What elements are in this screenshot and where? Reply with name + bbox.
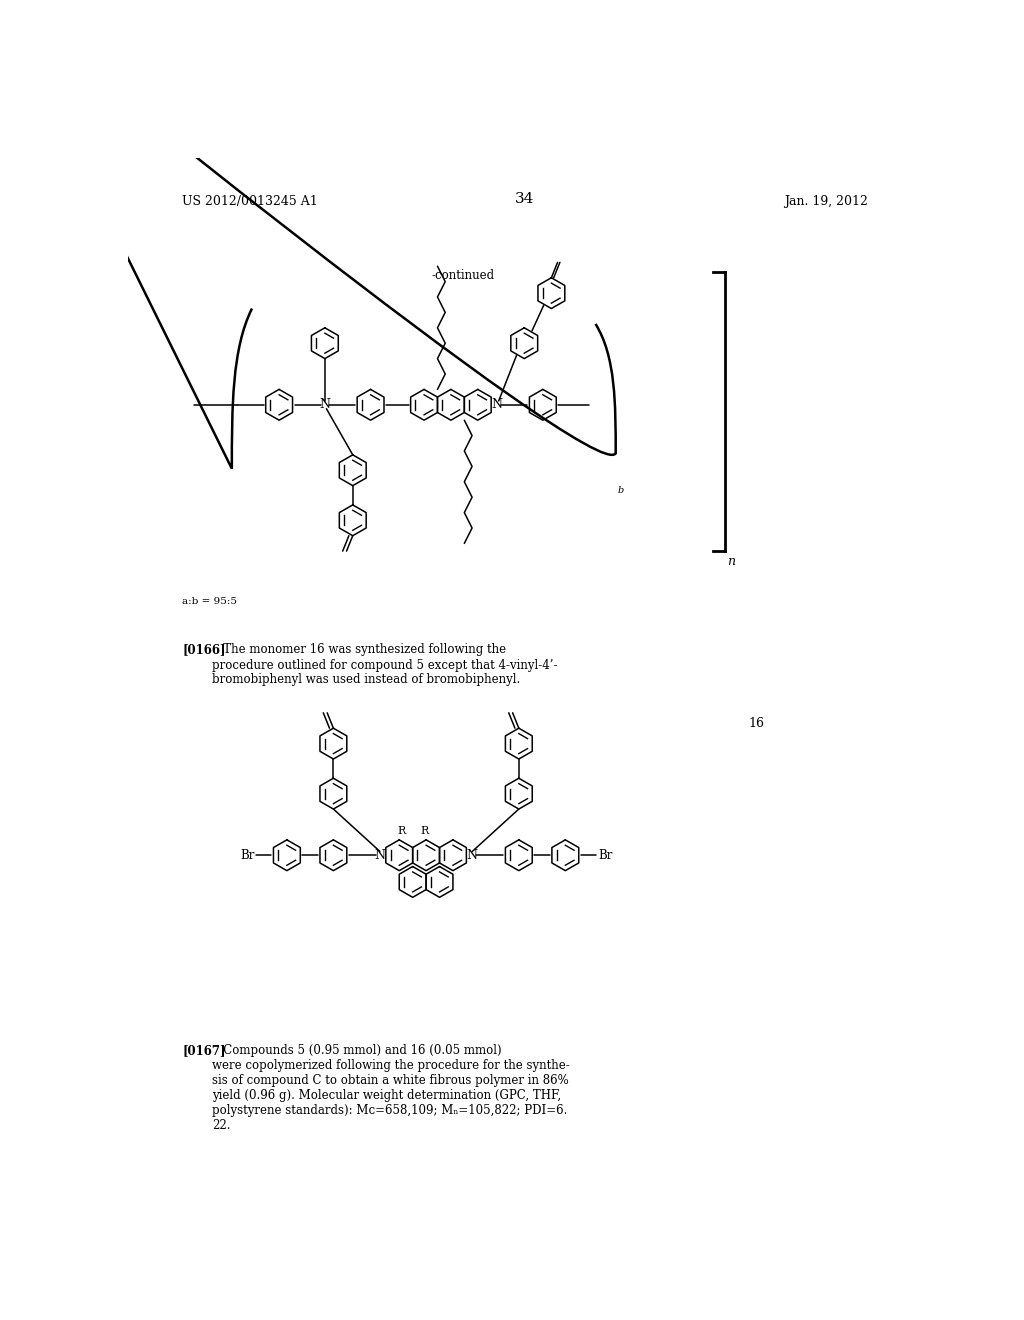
Text: b: b [617, 486, 624, 495]
Text: Br: Br [240, 849, 254, 862]
Text: [0167]: [0167] [182, 1044, 225, 1057]
Text: n: n [727, 554, 735, 568]
Text: a:b = 95:5: a:b = 95:5 [182, 598, 238, 606]
Text: Compounds 5 (0.95 mmol) and 16 (0.05 mmol)
were copolymerized following the proc: Compounds 5 (0.95 mmol) and 16 (0.05 mmo… [212, 1044, 569, 1133]
Text: N: N [375, 849, 385, 862]
Text: 34: 34 [515, 193, 535, 206]
Text: -continued: -continued [432, 268, 495, 281]
Text: US 2012/0013245 A1: US 2012/0013245 A1 [182, 194, 318, 207]
Text: 16: 16 [748, 717, 764, 730]
Text: [0166]: [0166] [182, 644, 225, 656]
Text: Br: Br [598, 849, 612, 862]
Text: N: N [467, 849, 478, 862]
Text: R: R [420, 826, 428, 836]
Text: N: N [492, 399, 503, 412]
Text: Jan. 19, 2012: Jan. 19, 2012 [784, 194, 868, 207]
Text: R: R [397, 826, 406, 836]
Text: The monomer 16 was synthesized following the
procedure outlined for compound 5 e: The monomer 16 was synthesized following… [212, 644, 557, 686]
Text: N: N [319, 399, 331, 412]
